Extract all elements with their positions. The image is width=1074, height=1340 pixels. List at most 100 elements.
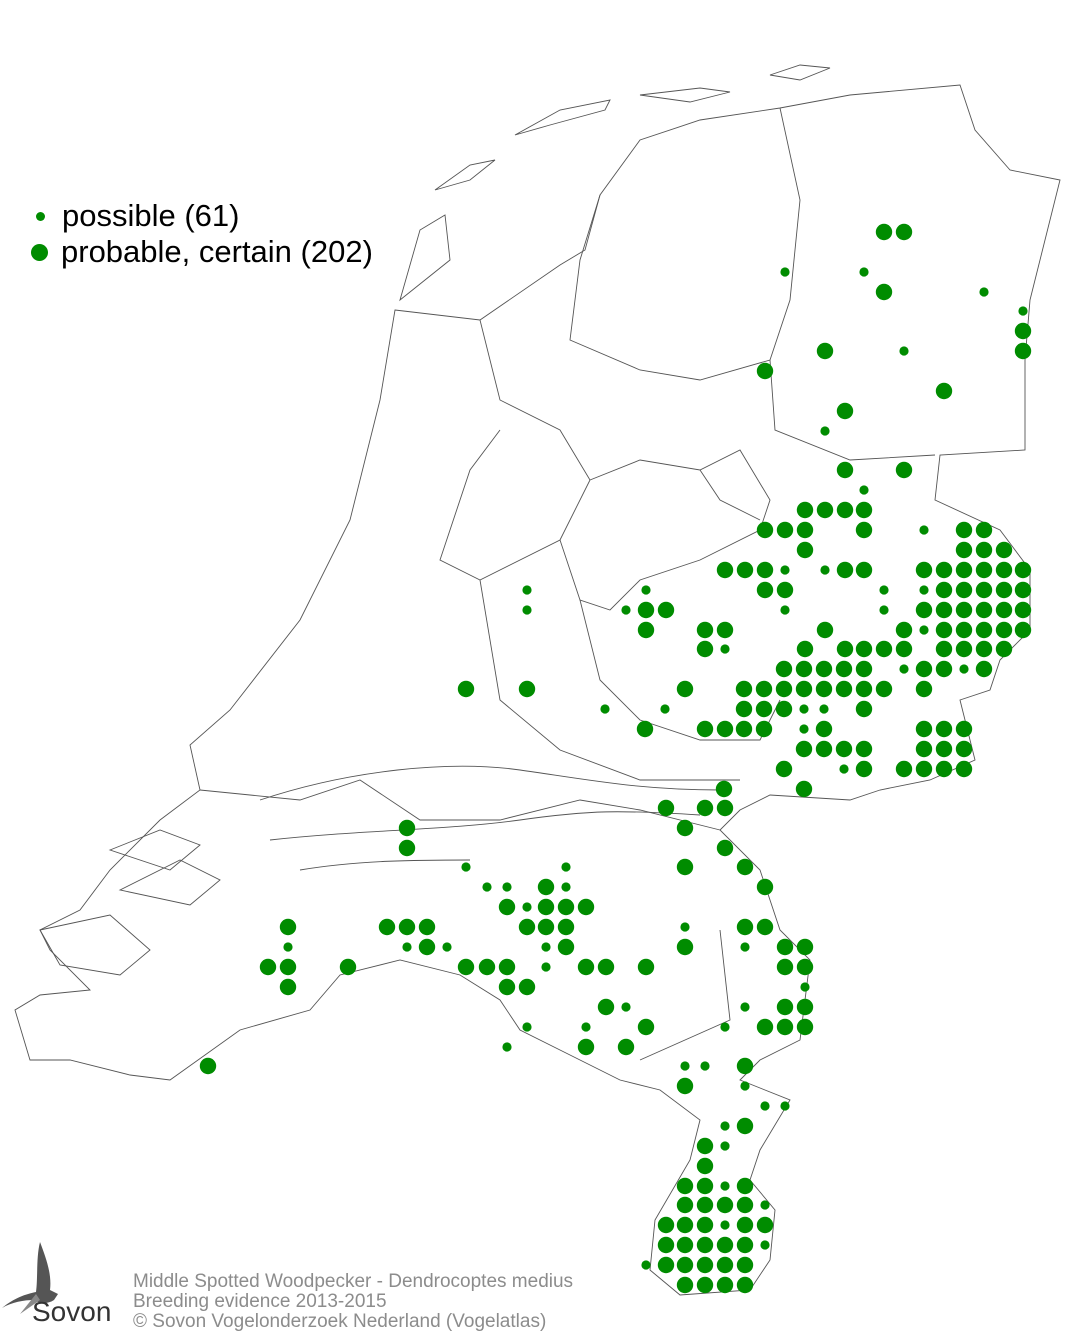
probable-certain-dot xyxy=(498,898,516,916)
probable-certain-dot xyxy=(696,1196,714,1214)
probable-certain-dot xyxy=(676,1236,694,1254)
probable-certain-dot xyxy=(796,501,814,519)
legend-item-possible: possible (61) xyxy=(28,198,373,234)
probable-certain-dot xyxy=(975,660,993,678)
possible-dot xyxy=(919,625,929,635)
probable-certain-dot xyxy=(537,898,555,916)
probable-certain-dot xyxy=(696,1157,714,1175)
probable-certain-dot xyxy=(895,621,913,639)
probable-certain-dot xyxy=(855,501,873,519)
probable-certain-dot xyxy=(895,760,913,778)
probable-certain-dot xyxy=(716,839,734,857)
probable-certain-dot xyxy=(657,1256,675,1274)
probable-certain-dot xyxy=(975,640,993,658)
probable-certain-dot xyxy=(1014,342,1032,360)
legend-label: probable, certain (202) xyxy=(61,234,373,269)
possible-dot xyxy=(799,704,809,714)
probable-certain-dot xyxy=(696,640,714,658)
possible-dot xyxy=(820,426,830,436)
possible-dot xyxy=(680,922,690,932)
probable-certain-dot xyxy=(756,1216,774,1234)
possible-dot xyxy=(760,1200,770,1210)
probable-certain-dot xyxy=(836,640,854,658)
probable-certain-dot xyxy=(398,918,416,936)
probable-certain-dot xyxy=(895,640,913,658)
probable-certain-dot xyxy=(855,680,873,698)
probable-certain-dot xyxy=(835,680,853,698)
island-schiermonnikoog xyxy=(769,64,831,81)
probable-certain-dot xyxy=(696,621,714,639)
probable-certain-dot xyxy=(637,1018,655,1036)
possible-dot xyxy=(720,1141,730,1151)
probable-certain-dot xyxy=(716,1256,734,1274)
probable-certain-dot xyxy=(1014,601,1032,619)
probable-certain-dot xyxy=(815,740,833,758)
probable-certain-dot xyxy=(557,938,575,956)
probable-certain-dot xyxy=(676,680,694,698)
probable-certain-dot xyxy=(915,660,933,678)
probable-certain-dot xyxy=(895,223,913,241)
probable-certain-dot xyxy=(577,1038,595,1056)
probable-certain-dot xyxy=(895,461,913,479)
sovon-logo-text: Sovon xyxy=(32,1296,112,1327)
probable-certain-dot xyxy=(259,958,277,976)
probable-certain-dot xyxy=(676,938,694,956)
probable-certain-dot xyxy=(617,1038,635,1056)
possible-dot xyxy=(820,565,830,575)
possible-dot xyxy=(979,287,989,297)
probable-certain-dot xyxy=(935,561,953,579)
probable-certain-dot xyxy=(776,938,794,956)
probable-certain-dot xyxy=(915,680,933,698)
map-subtitle: Breeding evidence 2013-2015 xyxy=(133,1291,387,1312)
probable-certain-dot xyxy=(855,760,873,778)
probable-certain-dot xyxy=(915,601,933,619)
probable-certain-dot xyxy=(816,342,834,360)
possible-dot xyxy=(621,605,631,615)
possible-dot xyxy=(541,942,551,952)
island-texel xyxy=(399,214,451,302)
probable-certain-dot xyxy=(935,382,953,400)
possible-dot xyxy=(780,605,790,615)
probable-certain-dot xyxy=(676,819,694,837)
probable-certain-dot xyxy=(557,898,575,916)
probable-certain-dot xyxy=(796,640,814,658)
possible-dot xyxy=(522,1022,532,1032)
possible-dot xyxy=(899,346,909,356)
probable-certain-dot xyxy=(915,561,933,579)
probable-certain-dot xyxy=(775,660,793,678)
possible-dot xyxy=(641,1260,651,1270)
probable-certain-dot xyxy=(418,938,436,956)
probable-certain-dot xyxy=(657,601,675,619)
probable-certain-dot xyxy=(716,1236,734,1254)
probable-certain-dot xyxy=(975,561,993,579)
probable-certain-dot xyxy=(915,760,933,778)
possible-dot xyxy=(799,724,809,734)
possible-dot xyxy=(641,585,651,595)
province-borders xyxy=(199,107,936,1061)
observation-dots xyxy=(199,223,1032,1294)
probable-certain-dot xyxy=(597,998,615,1016)
probable-certain-dot xyxy=(736,1276,754,1294)
probable-certain-dot xyxy=(1014,561,1032,579)
possible-dot xyxy=(541,962,551,972)
probable-certain-dot xyxy=(577,958,595,976)
probable-certain-dot xyxy=(815,720,833,738)
possible-dot xyxy=(959,664,969,674)
probable-certain-dot xyxy=(696,1256,714,1274)
island-ameland xyxy=(639,87,731,103)
probable-certain-dot xyxy=(975,621,993,639)
probable-certain-dot xyxy=(935,660,953,678)
probable-certain-dot xyxy=(855,660,873,678)
possible-dot xyxy=(482,882,492,892)
probable-certain-dot xyxy=(955,541,973,559)
probable-certain-dot xyxy=(716,621,734,639)
probable-certain-dot xyxy=(735,680,753,698)
island-vlieland xyxy=(434,159,496,191)
large-dot-icon xyxy=(31,243,48,261)
probable-certain-dot xyxy=(736,1117,754,1135)
probable-certain-dot xyxy=(875,640,893,658)
probable-certain-dot xyxy=(955,561,973,579)
probable-certain-dot xyxy=(457,958,475,976)
probable-certain-dot xyxy=(796,958,814,976)
possible-dot xyxy=(800,982,810,992)
